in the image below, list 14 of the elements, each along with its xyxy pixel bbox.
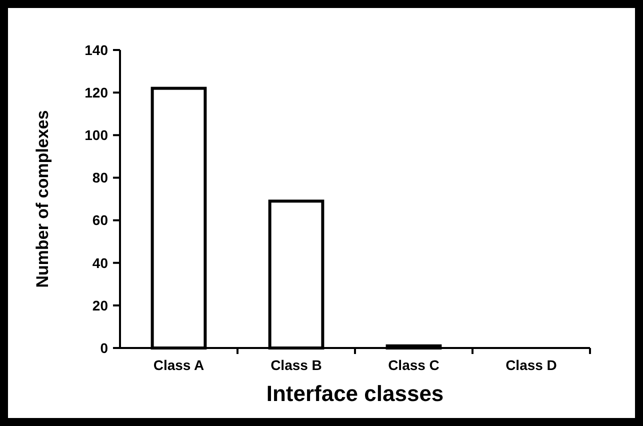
y-tick-label: 100 [84,127,108,144]
x-tick-label: Class A [153,357,204,373]
y-tick-label: 0 [100,340,108,356]
y-tick-label: 120 [84,84,108,100]
y-tick-label: 80 [92,170,108,186]
x-tick-label: Class B [270,357,322,373]
x-tick-label: Class C [388,357,440,373]
x-tick-label: Class D [506,357,557,373]
y-tick-label: 40 [92,254,108,271]
y-axis-title: Number of complexes [33,110,52,288]
y-tick-label: 20 [92,297,108,314]
x-axis-title: Interface classes [266,381,444,406]
y-tick-label: 140 [84,42,108,58]
y-tick-label: 60 [92,212,108,228]
